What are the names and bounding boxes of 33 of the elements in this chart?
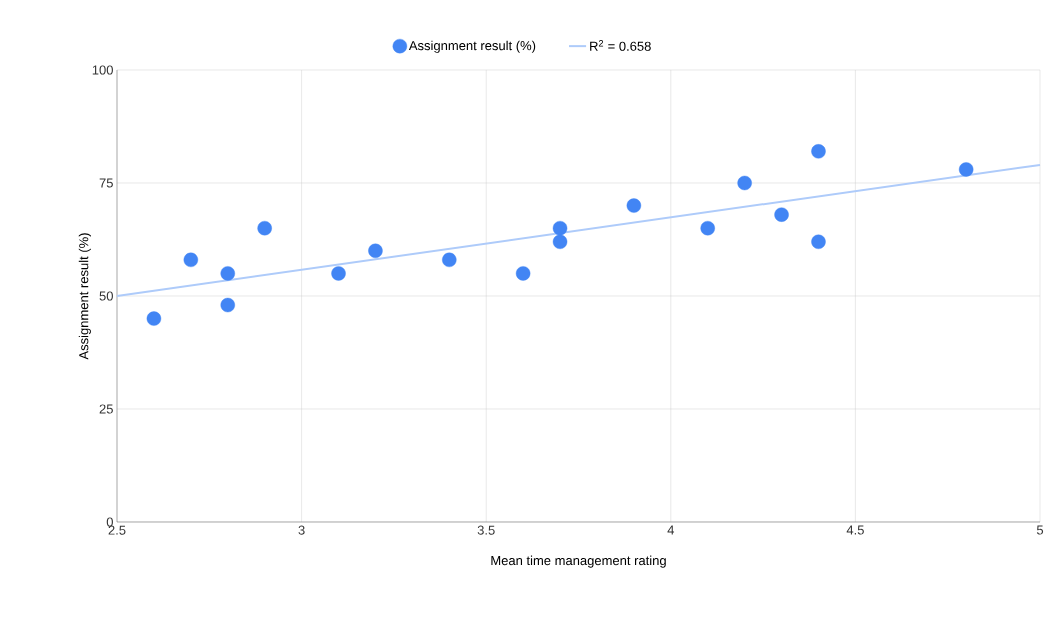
legend-label: R$^{2}$ = 0.658 (590, 40, 651, 51)
x-tick-label: 3 (298, 525, 305, 535)
point (257, 221, 272, 236)
legend-label: Assignment result (%) (408, 40, 536, 53)
y-tick-label: 100 (92, 65, 113, 75)
y-tick-label: 0 (106, 517, 113, 527)
point (811, 144, 826, 159)
point (220, 266, 235, 281)
point (737, 175, 752, 191)
point (442, 252, 457, 268)
point (368, 243, 383, 258)
point (552, 221, 568, 236)
x-tick-label: 4.5 (846, 525, 864, 535)
point (183, 252, 199, 268)
point (811, 234, 826, 249)
point (958, 162, 974, 177)
point (515, 266, 531, 281)
x-tick-label: 5 (1036, 525, 1044, 535)
x-tick-label: 4 (667, 525, 675, 535)
point (552, 234, 568, 249)
point (700, 221, 715, 236)
point (774, 207, 789, 222)
point (220, 297, 235, 313)
y-tick-label: 75 (99, 178, 113, 188)
x-tick-label: 2.5 (108, 525, 126, 535)
x-tick-label: 3.5 (477, 525, 495, 535)
y-tick-label: 50 (99, 291, 113, 301)
point (146, 311, 162, 326)
point (626, 198, 642, 213)
y-tick-label: 25 (99, 404, 113, 414)
x-axis-title: Mean time management rating (491, 555, 666, 568)
point (331, 266, 346, 281)
y-axis-title: Assignment result (%) (78, 233, 91, 360)
